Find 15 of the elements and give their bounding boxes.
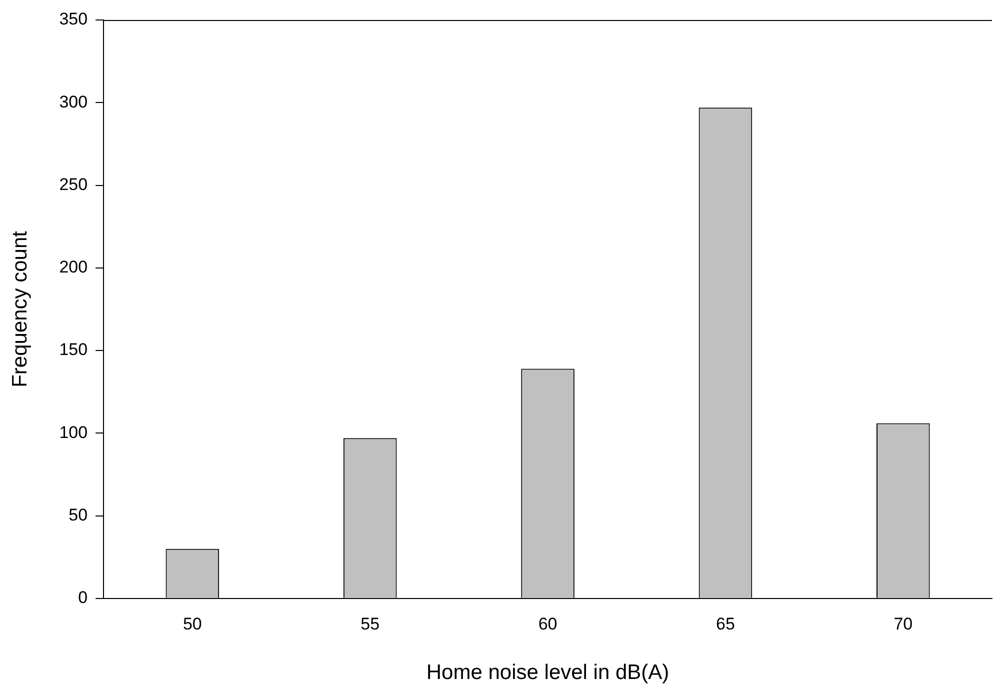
y-tick-label: 300: [59, 92, 88, 112]
x-tick-label: 50: [182, 614, 202, 634]
y-tick-label: 200: [59, 258, 88, 277]
y-tick-label: 350: [59, 10, 88, 29]
y-tick-label: 250: [59, 174, 88, 194]
x-tick-label: 60: [538, 614, 558, 634]
y-tick-label: 150: [59, 340, 88, 360]
y-tick-label: 100: [59, 422, 88, 442]
x-axis-title: Home noise level in dB(A): [426, 661, 670, 684]
y-tick-label: 0: [78, 588, 88, 608]
x-tick-label: 55: [360, 614, 380, 634]
y-axis-title: Frequency count: [8, 230, 32, 388]
y-tick-label: 50: [68, 505, 88, 524]
x-tick-label: 65: [716, 614, 735, 634]
x-tick-label: 70: [894, 614, 913, 634]
